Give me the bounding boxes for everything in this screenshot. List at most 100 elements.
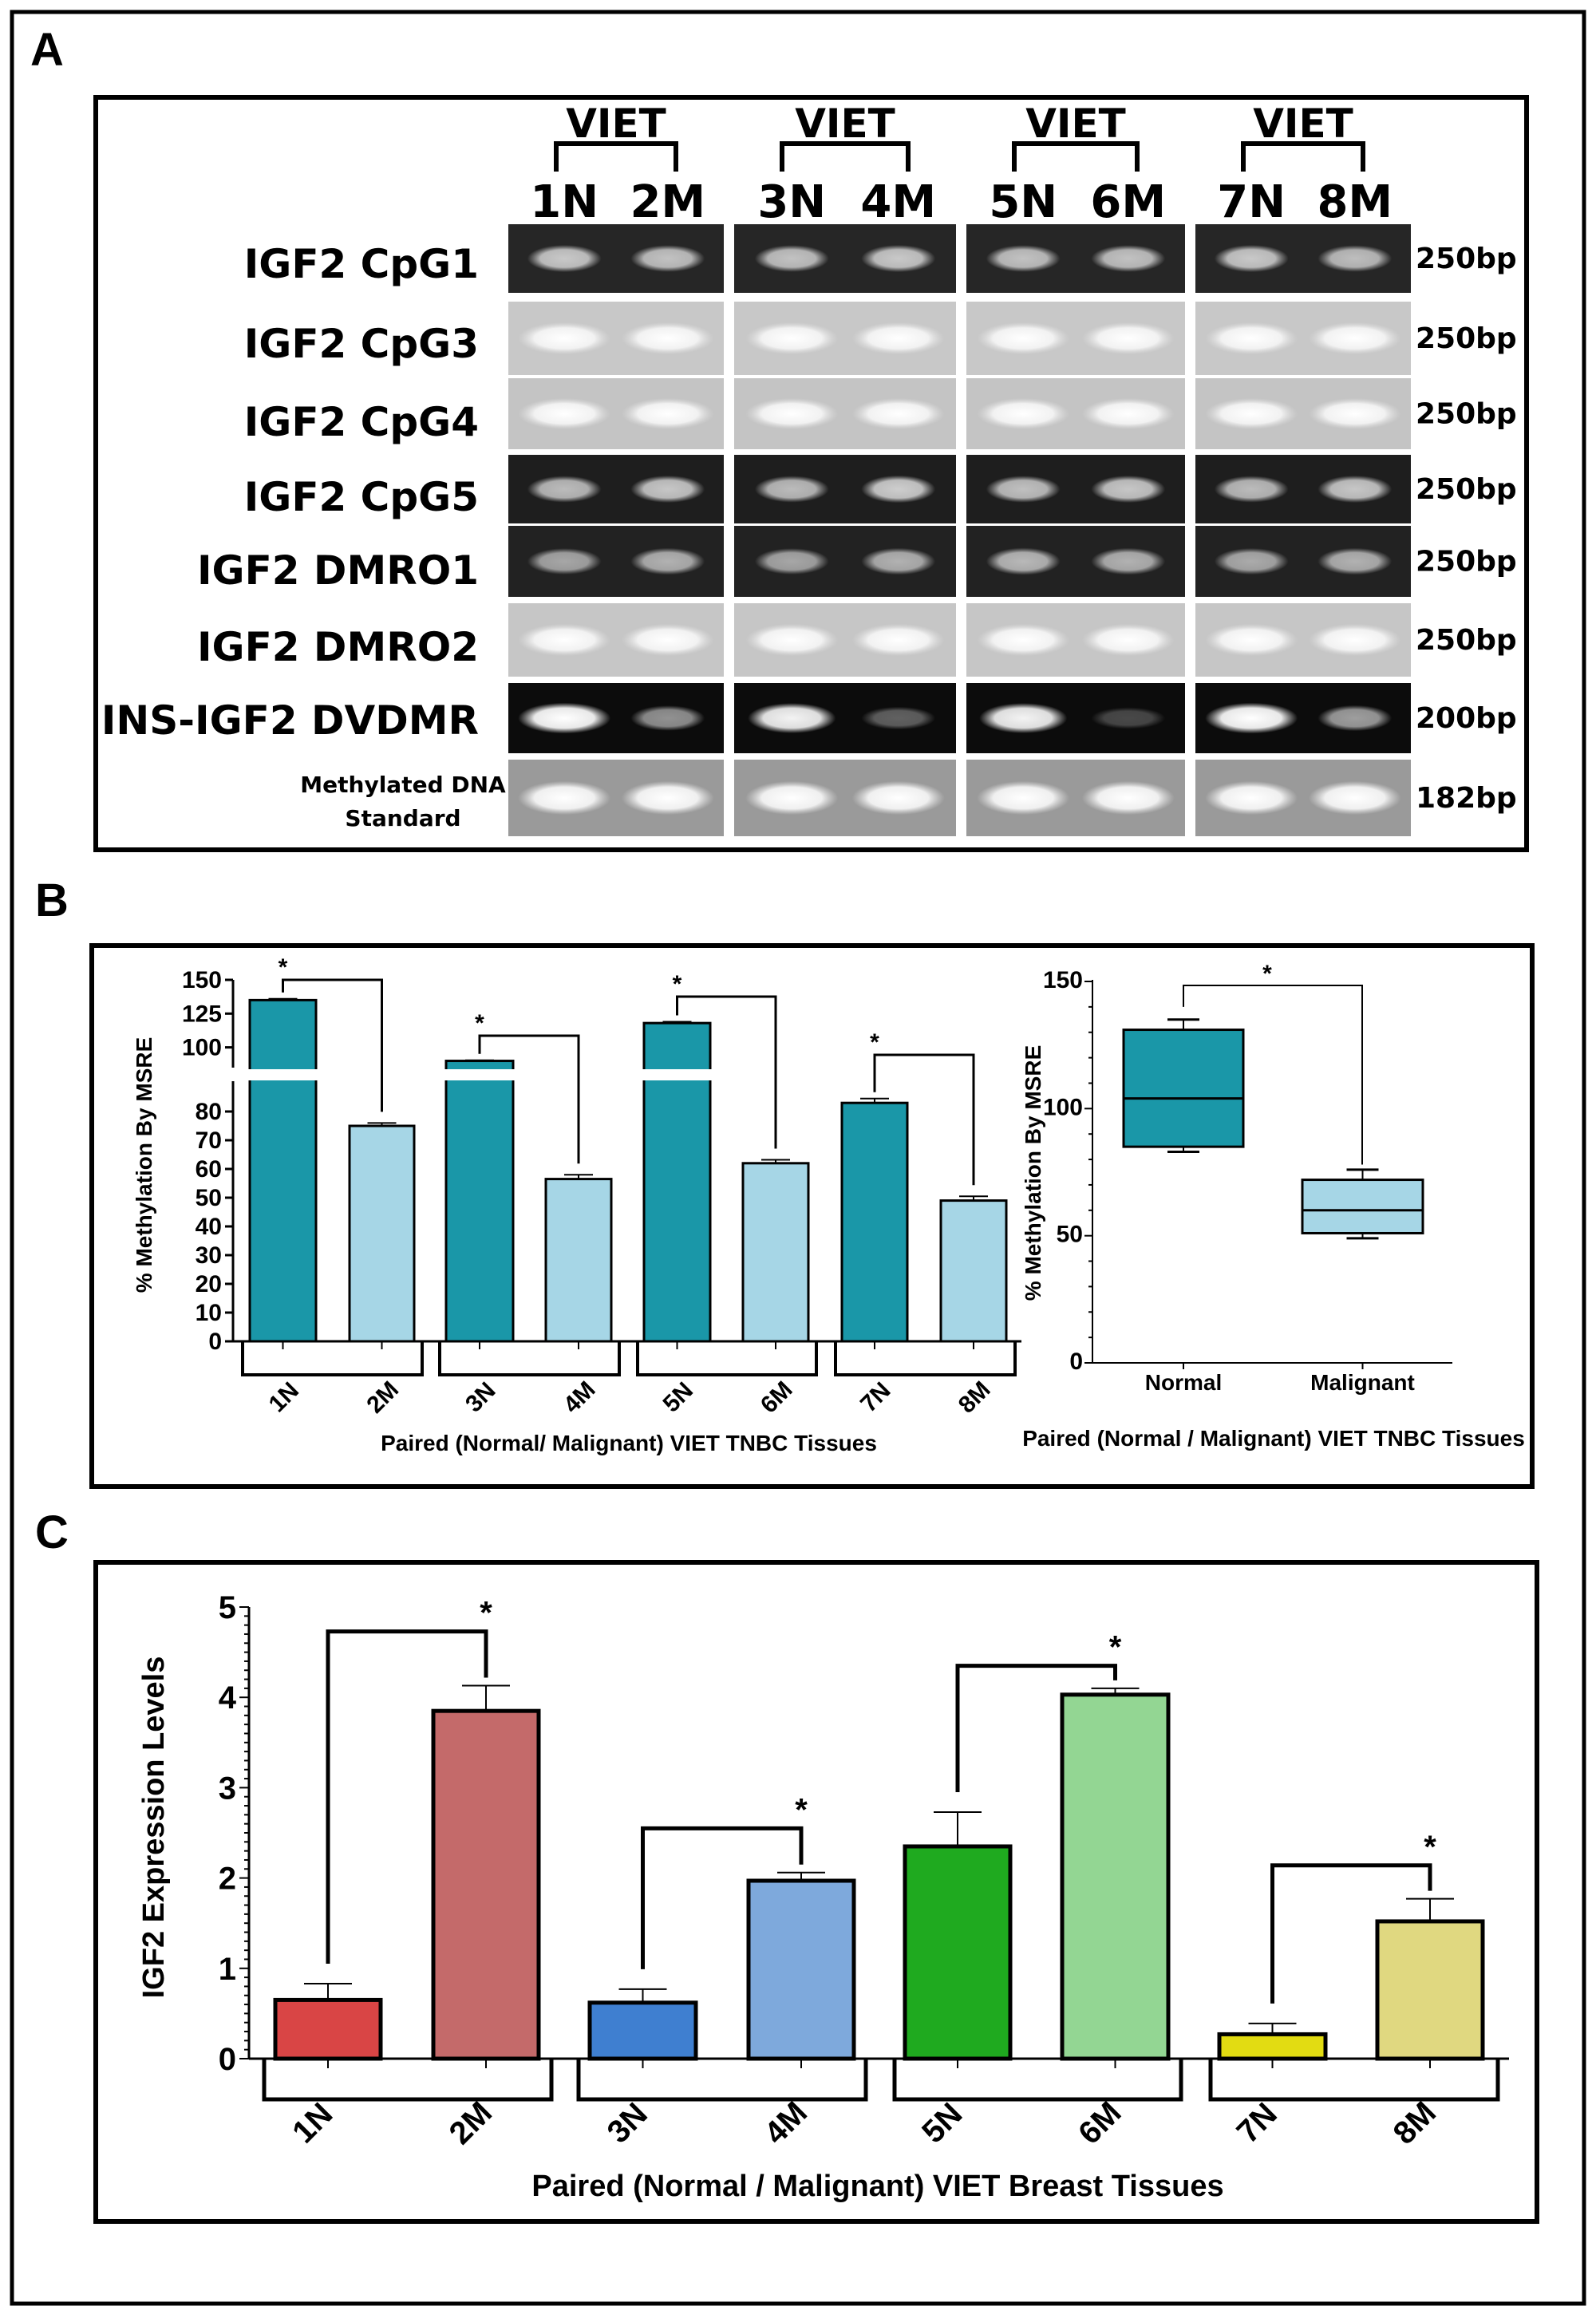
- row-label: Methylated DNA: [300, 772, 506, 798]
- x-tick-label: 7N: [855, 1377, 895, 1417]
- band-size-label: 250bp: [1416, 243, 1517, 275]
- gel-band: [1081, 397, 1175, 430]
- significance-star: *: [1109, 1630, 1122, 1665]
- y-tick-label: 125: [182, 1001, 222, 1027]
- lane-label: 7N: [1217, 176, 1286, 228]
- gel-band: [1308, 322, 1401, 355]
- significance-star: *: [475, 1010, 484, 1037]
- band-size-label: 182bp: [1416, 782, 1517, 815]
- row-label: IGF2 CpG3: [244, 321, 479, 367]
- gel-band: [1308, 397, 1401, 430]
- panel-letter-a: A: [30, 24, 64, 76]
- gel-band: [1214, 476, 1289, 503]
- gel-band: [621, 780, 714, 815]
- y-tick-label: 0: [219, 2042, 236, 2077]
- pair-group-box: [438, 1341, 621, 1376]
- lane-label: 2M: [630, 176, 705, 228]
- bar-3N: [444, 1060, 515, 1343]
- bar-8M: [939, 1199, 1008, 1343]
- y-tick-label: 5: [219, 1590, 236, 1625]
- pair-group-box: [241, 1341, 424, 1376]
- x-tick-label: Normal: [1145, 1370, 1222, 1395]
- significance-bracket: [1183, 985, 1363, 1165]
- y-tick-label: 50: [1057, 1222, 1083, 1248]
- gel-band: [986, 245, 1061, 272]
- x-tick-label: 3N: [601, 2096, 654, 2150]
- gel-band: [1205, 322, 1298, 355]
- gel-band: [861, 475, 936, 503]
- gel-band: [861, 706, 936, 730]
- x-axis-title: Paired (Normal/ Malignant) VIET TNBC Tis…: [381, 1431, 877, 1455]
- y-tick-label: 100: [1043, 1094, 1083, 1120]
- y-tick-label: 20: [196, 1271, 222, 1297]
- gel-band: [851, 623, 945, 657]
- group-bracket: [1241, 141, 1365, 172]
- gel-band: [851, 397, 945, 430]
- axis-break-gap: [223, 1069, 243, 1080]
- gel-band: [518, 322, 611, 355]
- y-tick-label: 150: [182, 967, 222, 993]
- x-tick-label: 4M: [559, 1376, 601, 1419]
- lane-label: 4M: [860, 176, 936, 228]
- bar-7N: [1217, 2032, 1328, 2061]
- panel-letter-b: B: [35, 875, 69, 926]
- gel-band: [745, 780, 839, 815]
- y-tick-label: 10: [196, 1300, 222, 1326]
- x-tick-label: 2M: [443, 2095, 499, 2151]
- gel-band: [1205, 780, 1298, 815]
- gel-band: [1081, 623, 1175, 657]
- axis-break-gap: [641, 1069, 713, 1080]
- gel-band: [1308, 780, 1401, 815]
- bar-1N: [273, 1997, 383, 2061]
- gel-band: [748, 703, 836, 733]
- gel-band: [1081, 322, 1175, 355]
- group-bracket: [554, 141, 678, 172]
- y-tick-label: 150: [1043, 967, 1083, 993]
- bar-5N: [903, 1844, 1013, 2061]
- band-size-label: 200bp: [1416, 702, 1517, 735]
- significance-bracket: [955, 1664, 1117, 1792]
- x-tick-label: Malignant: [1310, 1370, 1415, 1395]
- y-tick-label: 3: [219, 1771, 236, 1806]
- gel-band: [527, 548, 602, 575]
- significance-star: *: [1424, 1830, 1436, 1865]
- bar-4M: [746, 1878, 856, 2061]
- panel-letter-c: C: [35, 1506, 69, 1558]
- band-size-label: 250bp: [1416, 546, 1517, 578]
- gel-band: [1205, 702, 1298, 734]
- significance-star: *: [480, 1596, 492, 1631]
- box-Normal: [1122, 1029, 1245, 1148]
- gel-band: [1091, 475, 1166, 503]
- row-label: IGF2 DMRO1: [197, 547, 479, 594]
- x-tick-label: 1N: [286, 2096, 339, 2150]
- bar-1N: [248, 998, 318, 1343]
- significance-bracket: [873, 1053, 975, 1186]
- gel-band: [1205, 397, 1298, 430]
- significance-bracket: [478, 1034, 580, 1164]
- gel-band: [754, 476, 829, 503]
- row-label: IGF2 DMRO2: [197, 624, 479, 670]
- row-label: INS-IGF2 DVDMR: [101, 697, 479, 744]
- lane-label: 6M: [1090, 176, 1166, 228]
- x-axis-title: Paired (Normal / Malignant) VIET TNBC Ti…: [1022, 1426, 1525, 1451]
- gel-band: [630, 245, 705, 272]
- group-header-viet: VIET: [795, 101, 895, 147]
- gel-band: [1091, 547, 1166, 575]
- lane-label: 5N: [989, 176, 1057, 228]
- group-bracket: [1012, 141, 1140, 172]
- row-label: IGF2 CpG4: [244, 399, 479, 445]
- gel-band: [1317, 547, 1393, 575]
- gel-band: [518, 780, 611, 815]
- bar-8M: [1375, 1919, 1485, 2061]
- x-tick-label: 4M: [758, 2095, 814, 2151]
- x-tick-label: 8M: [954, 1376, 996, 1419]
- row-label: IGF2 CpG1: [244, 241, 479, 287]
- gel-band: [621, 322, 714, 355]
- significance-star: *: [673, 971, 682, 997]
- bar-4M: [544, 1178, 613, 1343]
- panel-c-frame: [93, 1560, 1539, 2224]
- box-Malignant: [1301, 1179, 1424, 1234]
- y-axis-title: IGF2 Expression Levels: [137, 1657, 171, 1999]
- gel-band: [979, 703, 1068, 733]
